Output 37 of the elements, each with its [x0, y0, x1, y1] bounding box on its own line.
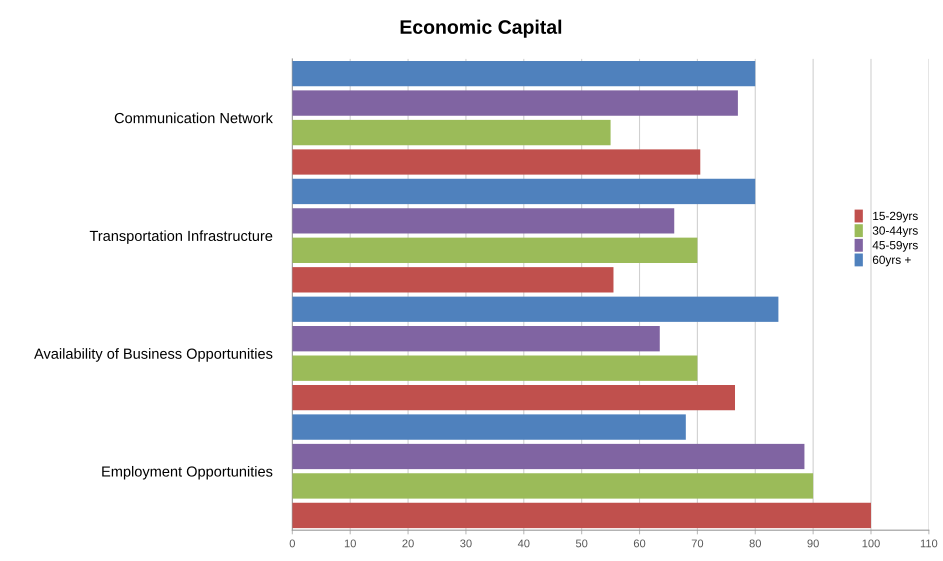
y-tick-label: Transportation Infrastructure: [90, 230, 272, 244]
x-tick-label: 30: [460, 539, 472, 548]
bar: [292, 355, 698, 381]
x-tick-label: 110: [920, 539, 938, 548]
bar: [292, 296, 778, 322]
bar: [292, 473, 814, 499]
bar: [292, 414, 686, 440]
y-tick-label: Availability of Business Opportunities: [34, 348, 272, 362]
x-tick-label: 100: [862, 539, 880, 548]
x-tick-label: 70: [692, 539, 704, 548]
x-tick-label: 80: [750, 539, 762, 548]
legend-label: 60yrs +: [872, 256, 911, 266]
x-tick-label: 20: [402, 539, 414, 548]
x-tick-label: 0: [290, 539, 295, 548]
bar: [292, 90, 738, 116]
bar: [292, 326, 660, 352]
x-tick-label: 40: [518, 539, 530, 548]
bar: [292, 502, 871, 528]
y-tick-label: Communication Network: [114, 112, 273, 124]
bar: [292, 120, 611, 146]
bar: [292, 178, 756, 204]
legend-label: 30-44yrs: [872, 226, 918, 238]
x-tick-label: 60: [634, 539, 646, 548]
legend-label: 45-59yrs: [872, 241, 918, 252]
bar: [292, 149, 700, 175]
bar: [292, 444, 804, 470]
bar: [292, 238, 698, 264]
x-tick-label: 10: [344, 539, 356, 548]
bar: [292, 267, 614, 292]
x-tick-label: 50: [576, 539, 588, 548]
bar: [292, 60, 756, 86]
x-tick-label: 90: [807, 539, 819, 548]
chart-title: Economic Capital: [400, 20, 562, 38]
bar: [292, 208, 674, 234]
bar: [292, 384, 736, 410]
y-tick-label: Employment Opportunities: [102, 466, 272, 480]
legend-label: 15-29yrs: [873, 212, 918, 222]
